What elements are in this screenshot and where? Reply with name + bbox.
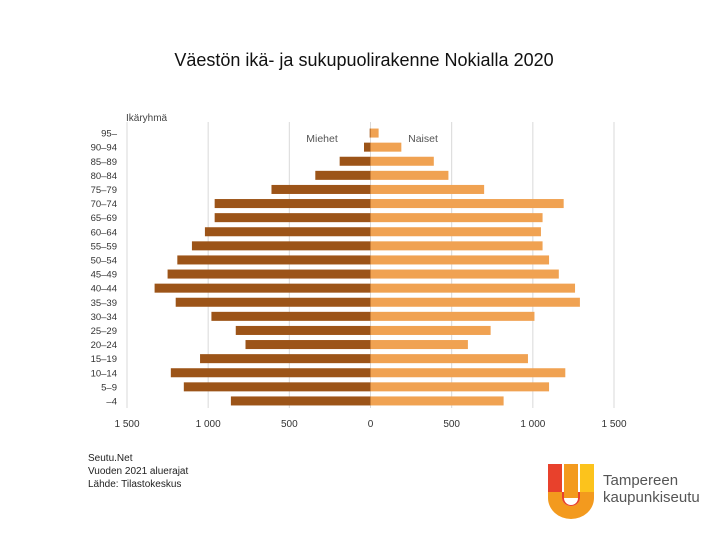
bar-male xyxy=(315,170,371,180)
bar-male xyxy=(339,156,371,166)
bar-female xyxy=(370,255,550,265)
y-tick-label: 90–94 xyxy=(91,143,117,154)
x-tick-label: 1 500 xyxy=(114,419,139,430)
y-tick-label: 60–64 xyxy=(91,227,117,238)
bar-male xyxy=(154,283,371,293)
x-tick-label: 500 xyxy=(443,419,460,430)
source-line-3: Lähde: Tilastokeskus xyxy=(88,479,182,490)
bar-female xyxy=(370,170,449,180)
x-tick-label: 1 500 xyxy=(601,419,626,430)
bar-male xyxy=(271,184,371,194)
bar-male xyxy=(170,368,371,378)
logo-line-2: kaupunkiseutu xyxy=(603,489,700,506)
legend-label-male: Miehet xyxy=(306,133,338,145)
bar-male xyxy=(183,382,371,392)
bar-female xyxy=(370,269,559,279)
source-line-1: Seutu.Net xyxy=(88,453,133,464)
y-tick-label: 35–39 xyxy=(91,298,117,309)
x-tick-label: 1 000 xyxy=(520,419,545,430)
y-tick-label: 95– xyxy=(101,129,118,140)
logo-text: Tampereen kaupunkiseutu xyxy=(603,472,700,506)
y-tick-label: 65–69 xyxy=(91,213,117,224)
bar-female xyxy=(370,354,528,364)
bar-male xyxy=(211,311,371,321)
tampereen-kaupunkiseutu-logo: Tampereen kaupunkiseutu xyxy=(544,462,714,520)
bar-female xyxy=(370,396,504,406)
logo-line-1: Tampereen xyxy=(603,472,679,489)
bar-female xyxy=(370,156,434,166)
bar-female xyxy=(370,227,541,237)
chart-title: Väestön ikä- ja sukupuolirakenne Nokiall… xyxy=(174,50,554,70)
bar-female xyxy=(370,199,564,209)
bar-male xyxy=(230,396,371,406)
bar-female xyxy=(370,283,576,293)
bar-female xyxy=(370,184,485,194)
bar-male xyxy=(214,213,371,223)
bar-male xyxy=(167,269,371,279)
y-tick-label: 25–29 xyxy=(91,326,117,337)
bar-female xyxy=(370,142,402,152)
bar-male xyxy=(191,241,371,251)
x-tick-label: 500 xyxy=(281,419,298,430)
y-tick-label: 30–34 xyxy=(91,312,117,323)
y-tick-label: 15–19 xyxy=(91,354,117,365)
bar-male xyxy=(235,325,371,335)
y-tick-label: 80–84 xyxy=(91,171,117,182)
bar-female xyxy=(370,241,543,251)
bar-male xyxy=(369,128,371,138)
bar-male xyxy=(177,255,371,265)
y-axis-label: Ikäryhmä xyxy=(126,113,168,124)
y-tick-label: 10–14 xyxy=(91,368,117,379)
bar-male xyxy=(245,340,371,350)
x-tick-label: 0 xyxy=(368,419,374,430)
y-tick-label: 20–24 xyxy=(91,340,117,351)
y-tick-label: 45–49 xyxy=(91,270,117,281)
bar-male xyxy=(204,227,371,237)
bar-female xyxy=(370,213,543,223)
y-tick-label: 55–59 xyxy=(91,241,117,252)
bar-female xyxy=(370,368,566,378)
bar-male xyxy=(175,297,371,307)
bar-male xyxy=(214,199,371,209)
x-tick-label: 1 000 xyxy=(196,419,221,430)
y-tick-label: –4 xyxy=(106,396,117,407)
logo-mark-icon xyxy=(548,464,594,519)
bar-female xyxy=(370,340,468,350)
y-tick-label: 40–44 xyxy=(91,284,117,295)
bar-female xyxy=(370,128,379,138)
y-tick-label: 50–54 xyxy=(91,255,117,266)
y-tick-label: 5–9 xyxy=(101,382,117,393)
bar-male xyxy=(364,142,371,152)
y-tick-label: 70–74 xyxy=(91,199,117,210)
y-tick-label: 75–79 xyxy=(91,185,117,196)
y-tick-label: 85–89 xyxy=(91,157,117,168)
legend-label-female: Naiset xyxy=(408,133,438,145)
bar-female xyxy=(370,382,550,392)
bar-female xyxy=(370,297,580,307)
source-line-2: Vuoden 2021 aluerajat xyxy=(88,466,189,477)
bar-female xyxy=(370,311,535,321)
bar-male xyxy=(200,354,371,364)
source-info: Seutu.Net Vuoden 2021 aluerajat Lähde: T… xyxy=(88,452,188,491)
bar-female xyxy=(370,325,491,335)
